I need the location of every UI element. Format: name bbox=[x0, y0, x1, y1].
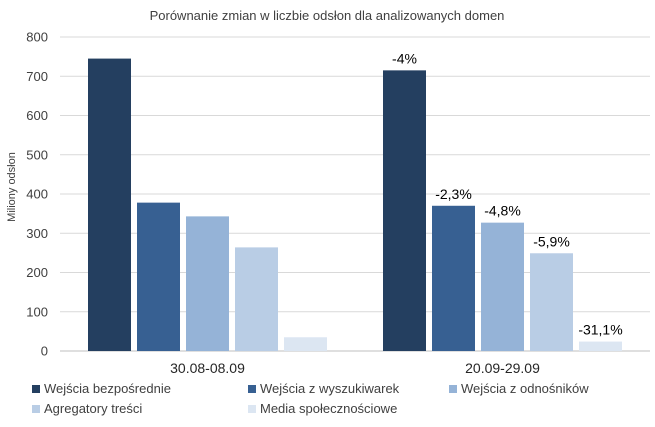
legend-label: Media społecznościowe bbox=[260, 401, 397, 416]
y-tick-label: 300 bbox=[26, 226, 48, 241]
legend-swatch bbox=[32, 385, 40, 393]
data-label: -31,1% bbox=[578, 322, 622, 338]
legend-swatch bbox=[248, 385, 256, 393]
data-label: -2,3% bbox=[435, 186, 472, 202]
x-axis-categories: 30.08-08.09 20.09-29.09 bbox=[170, 360, 540, 376]
bar bbox=[284, 337, 327, 351]
legend-label: Wejścia z wyszukiwarek bbox=[260, 381, 400, 396]
bar bbox=[88, 58, 131, 352]
bars bbox=[88, 58, 622, 352]
data-labels: -4% -2,3% -4,8% -5,9% -31,1% bbox=[392, 50, 623, 337]
y-tick-label: 600 bbox=[26, 108, 48, 123]
bar bbox=[137, 202, 180, 351]
bar bbox=[186, 216, 229, 351]
y-tick-label: 700 bbox=[26, 69, 48, 84]
legend-label: Wejścia z odnośników bbox=[461, 381, 589, 396]
y-tick-label: 500 bbox=[26, 147, 48, 162]
bar bbox=[530, 253, 573, 351]
y-tick-label: 800 bbox=[26, 30, 48, 45]
bar bbox=[383, 70, 426, 352]
y-tick-label: 200 bbox=[26, 265, 48, 280]
legend-label: Wejścia bezpośrednie bbox=[44, 381, 171, 396]
y-tick-label: 400 bbox=[26, 187, 48, 202]
bar bbox=[235, 247, 278, 351]
x-category-label: 20.09-29.09 bbox=[465, 360, 540, 376]
legend-swatch bbox=[248, 405, 256, 413]
y-axis-label: Miliony odsłon bbox=[6, 152, 18, 222]
bar bbox=[579, 341, 622, 351]
y-axis-ticks: 0 100 200 300 400 500 600 700 800 bbox=[26, 30, 48, 359]
bar bbox=[481, 222, 524, 351]
legend-swatch bbox=[449, 385, 457, 393]
chart-title: Porównanie zmian w liczbie odsłon dla an… bbox=[150, 8, 505, 23]
data-label: -4% bbox=[392, 50, 417, 66]
bar bbox=[432, 205, 475, 351]
legend-label: Agregatory treści bbox=[44, 401, 142, 416]
data-label: -5,9% bbox=[533, 233, 570, 249]
y-tick-label: 100 bbox=[26, 304, 48, 319]
legend: Wejścia bezpośrednie Wejścia z wyszukiwar… bbox=[32, 381, 589, 416]
y-tick-label: 0 bbox=[41, 344, 48, 359]
data-label: -4,8% bbox=[484, 203, 521, 219]
x-category-label: 30.08-08.09 bbox=[170, 360, 245, 376]
legend-swatch bbox=[32, 405, 40, 413]
